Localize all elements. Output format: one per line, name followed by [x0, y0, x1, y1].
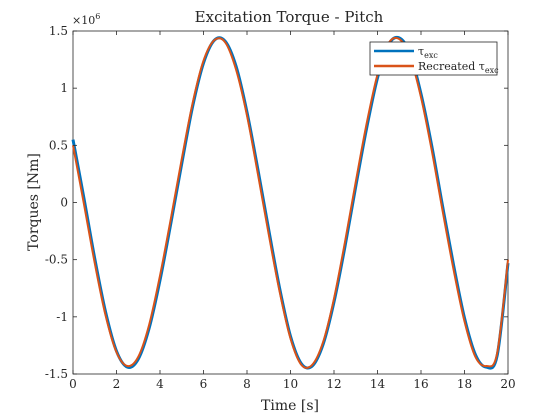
y-tick-label: -1.5 [45, 367, 68, 381]
y-tick-label: 0 [60, 196, 68, 210]
y-tick-label: 1 [60, 81, 68, 95]
legend: τexc Recreated τexc [369, 41, 499, 76]
y-axis-exponent-base: ×10 [72, 14, 95, 27]
y-axis-exponent-power: 6 [95, 12, 100, 21]
y-tick-label: 1.5 [49, 24, 68, 38]
legend-label-recreated-tau-exc: Recreated τexc [418, 60, 499, 75]
series-line-recreated-tau-exc [72, 36, 509, 369]
x-tick-label: 12 [326, 377, 341, 391]
x-axis-ticks: 0 2 4 6 8 10 12 14 16 18 20 [69, 31, 516, 391]
y-tick-label: -0.5 [45, 253, 68, 267]
x-tick-label: 20 [500, 377, 515, 391]
x-tick-label: 2 [113, 377, 121, 391]
x-tick-label: 18 [457, 377, 472, 391]
series-layer [71, 35, 510, 370]
legend-box [369, 41, 498, 76]
x-tick-label: 0 [69, 377, 77, 391]
y-axis-exponent: ×106 [72, 12, 100, 27]
y-tick-label: -1 [56, 310, 68, 324]
y-tick-label: 0.5 [49, 138, 68, 152]
y-axis-ticks: -1.5 -1 -0.5 0 0.5 1 1.5 [45, 24, 508, 381]
x-axis-label: Time [s] [261, 398, 319, 414]
x-tick-label: 10 [283, 377, 298, 391]
y-axis-label: Torques [Nm] [26, 153, 42, 251]
x-tick-label: 6 [200, 377, 208, 391]
plot-frame [72, 30, 509, 375]
x-tick-label: 16 [413, 377, 428, 391]
plot-area: 0 2 4 6 8 10 12 14 16 18 20 -1.5 -1 -0.5 0 0.5 1 1.5 [45, 24, 516, 391]
x-tick-label: 8 [243, 377, 251, 391]
chart-title: Excitation Torque - Pitch [195, 8, 384, 26]
x-tick-label: 4 [156, 377, 164, 391]
x-tick-label: 14 [370, 377, 386, 391]
